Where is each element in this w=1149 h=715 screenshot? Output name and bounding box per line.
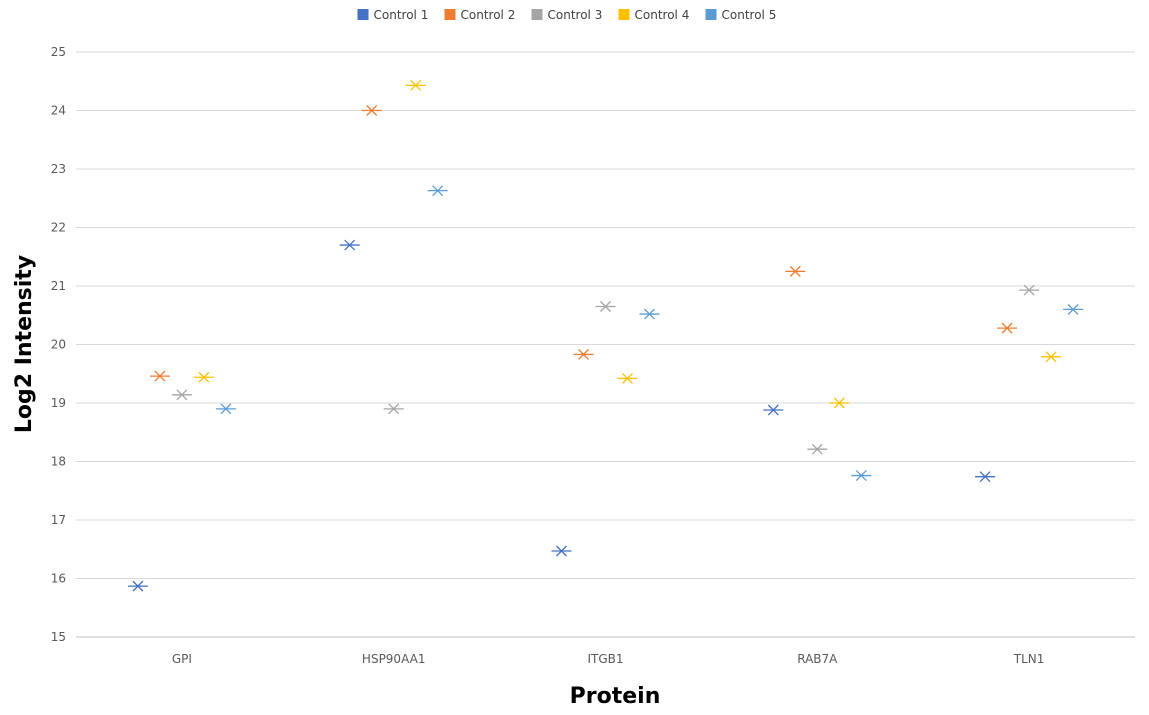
legend-label: Control 1	[374, 8, 429, 22]
data-point	[127, 580, 148, 592]
data-point	[339, 239, 360, 251]
legend-label: Control 5	[722, 8, 777, 22]
y-tick-label: 19	[51, 396, 66, 410]
y-tick-label: 24	[51, 104, 66, 118]
legend-label: Control 4	[635, 8, 690, 22]
y-tick-label: 15	[51, 630, 66, 644]
legend-item: Control 1	[357, 8, 429, 22]
data-point	[807, 443, 828, 455]
data-point	[427, 185, 448, 197]
data-point	[193, 371, 214, 383]
data-point	[851, 470, 872, 481]
y-tick-label: 18	[51, 455, 66, 469]
data-point	[1063, 303, 1084, 315]
legend-swatch	[618, 9, 630, 20]
x-tick-label: GPI	[172, 652, 192, 666]
data-point	[551, 545, 572, 557]
data-point	[573, 348, 594, 360]
legend-swatch	[531, 9, 543, 20]
data-point	[1019, 284, 1040, 296]
x-tick-label: RAB7A	[797, 652, 838, 666]
legend-label: Control 3	[548, 8, 603, 22]
legend-swatch	[705, 9, 717, 20]
data-point	[383, 403, 404, 415]
x-tick-label: ITGB1	[587, 652, 623, 666]
data-point	[595, 301, 616, 312]
data-point	[361, 105, 382, 116]
y-tick-label: 23	[51, 162, 66, 176]
data-point	[785, 265, 806, 277]
gridlines	[76, 51, 1135, 638]
x-tick-label: TLN1	[1013, 652, 1045, 666]
data-point	[829, 397, 850, 409]
legend-item: Control 3	[531, 8, 603, 22]
x-axis-ticks: GPI HSP90AA1 ITGB1 RAB7A TLN1	[172, 652, 1045, 666]
data-point	[149, 370, 170, 382]
data-point	[763, 404, 784, 416]
y-axis-ticks: 15 16 17 18 19 20 21 22 23 24 25	[51, 45, 66, 644]
data-point	[215, 403, 236, 415]
data-point	[639, 308, 660, 320]
legend-swatch	[357, 9, 369, 20]
data-point	[1041, 351, 1062, 363]
data-point	[975, 471, 996, 483]
legend-item: Control 5	[705, 8, 777, 22]
x-tick-label: HSP90AA1	[362, 652, 426, 666]
legend-swatch	[444, 9, 456, 20]
y-tick-label: 22	[51, 221, 66, 235]
y-axis-title: Log2 Intensity	[12, 255, 37, 433]
legend-item: Control 4	[618, 8, 690, 22]
y-tick-label: 25	[51, 45, 66, 59]
data-point	[171, 389, 192, 401]
data-point	[405, 79, 426, 91]
legend-item: Control 2	[444, 8, 516, 22]
y-tick-label: 17	[51, 513, 66, 527]
x-axis-title: Protein	[570, 684, 661, 709]
y-tick-label: 20	[51, 338, 66, 352]
legend: Control 1 Control 2 Control 3 Control 4 Cont…	[357, 8, 777, 22]
y-tick-label: 21	[51, 279, 66, 293]
y-tick-label: 16	[51, 572, 66, 586]
data-point	[617, 372, 638, 384]
data-point	[997, 322, 1018, 334]
legend-label: Control 2	[461, 8, 516, 22]
data-points	[127, 79, 1084, 592]
